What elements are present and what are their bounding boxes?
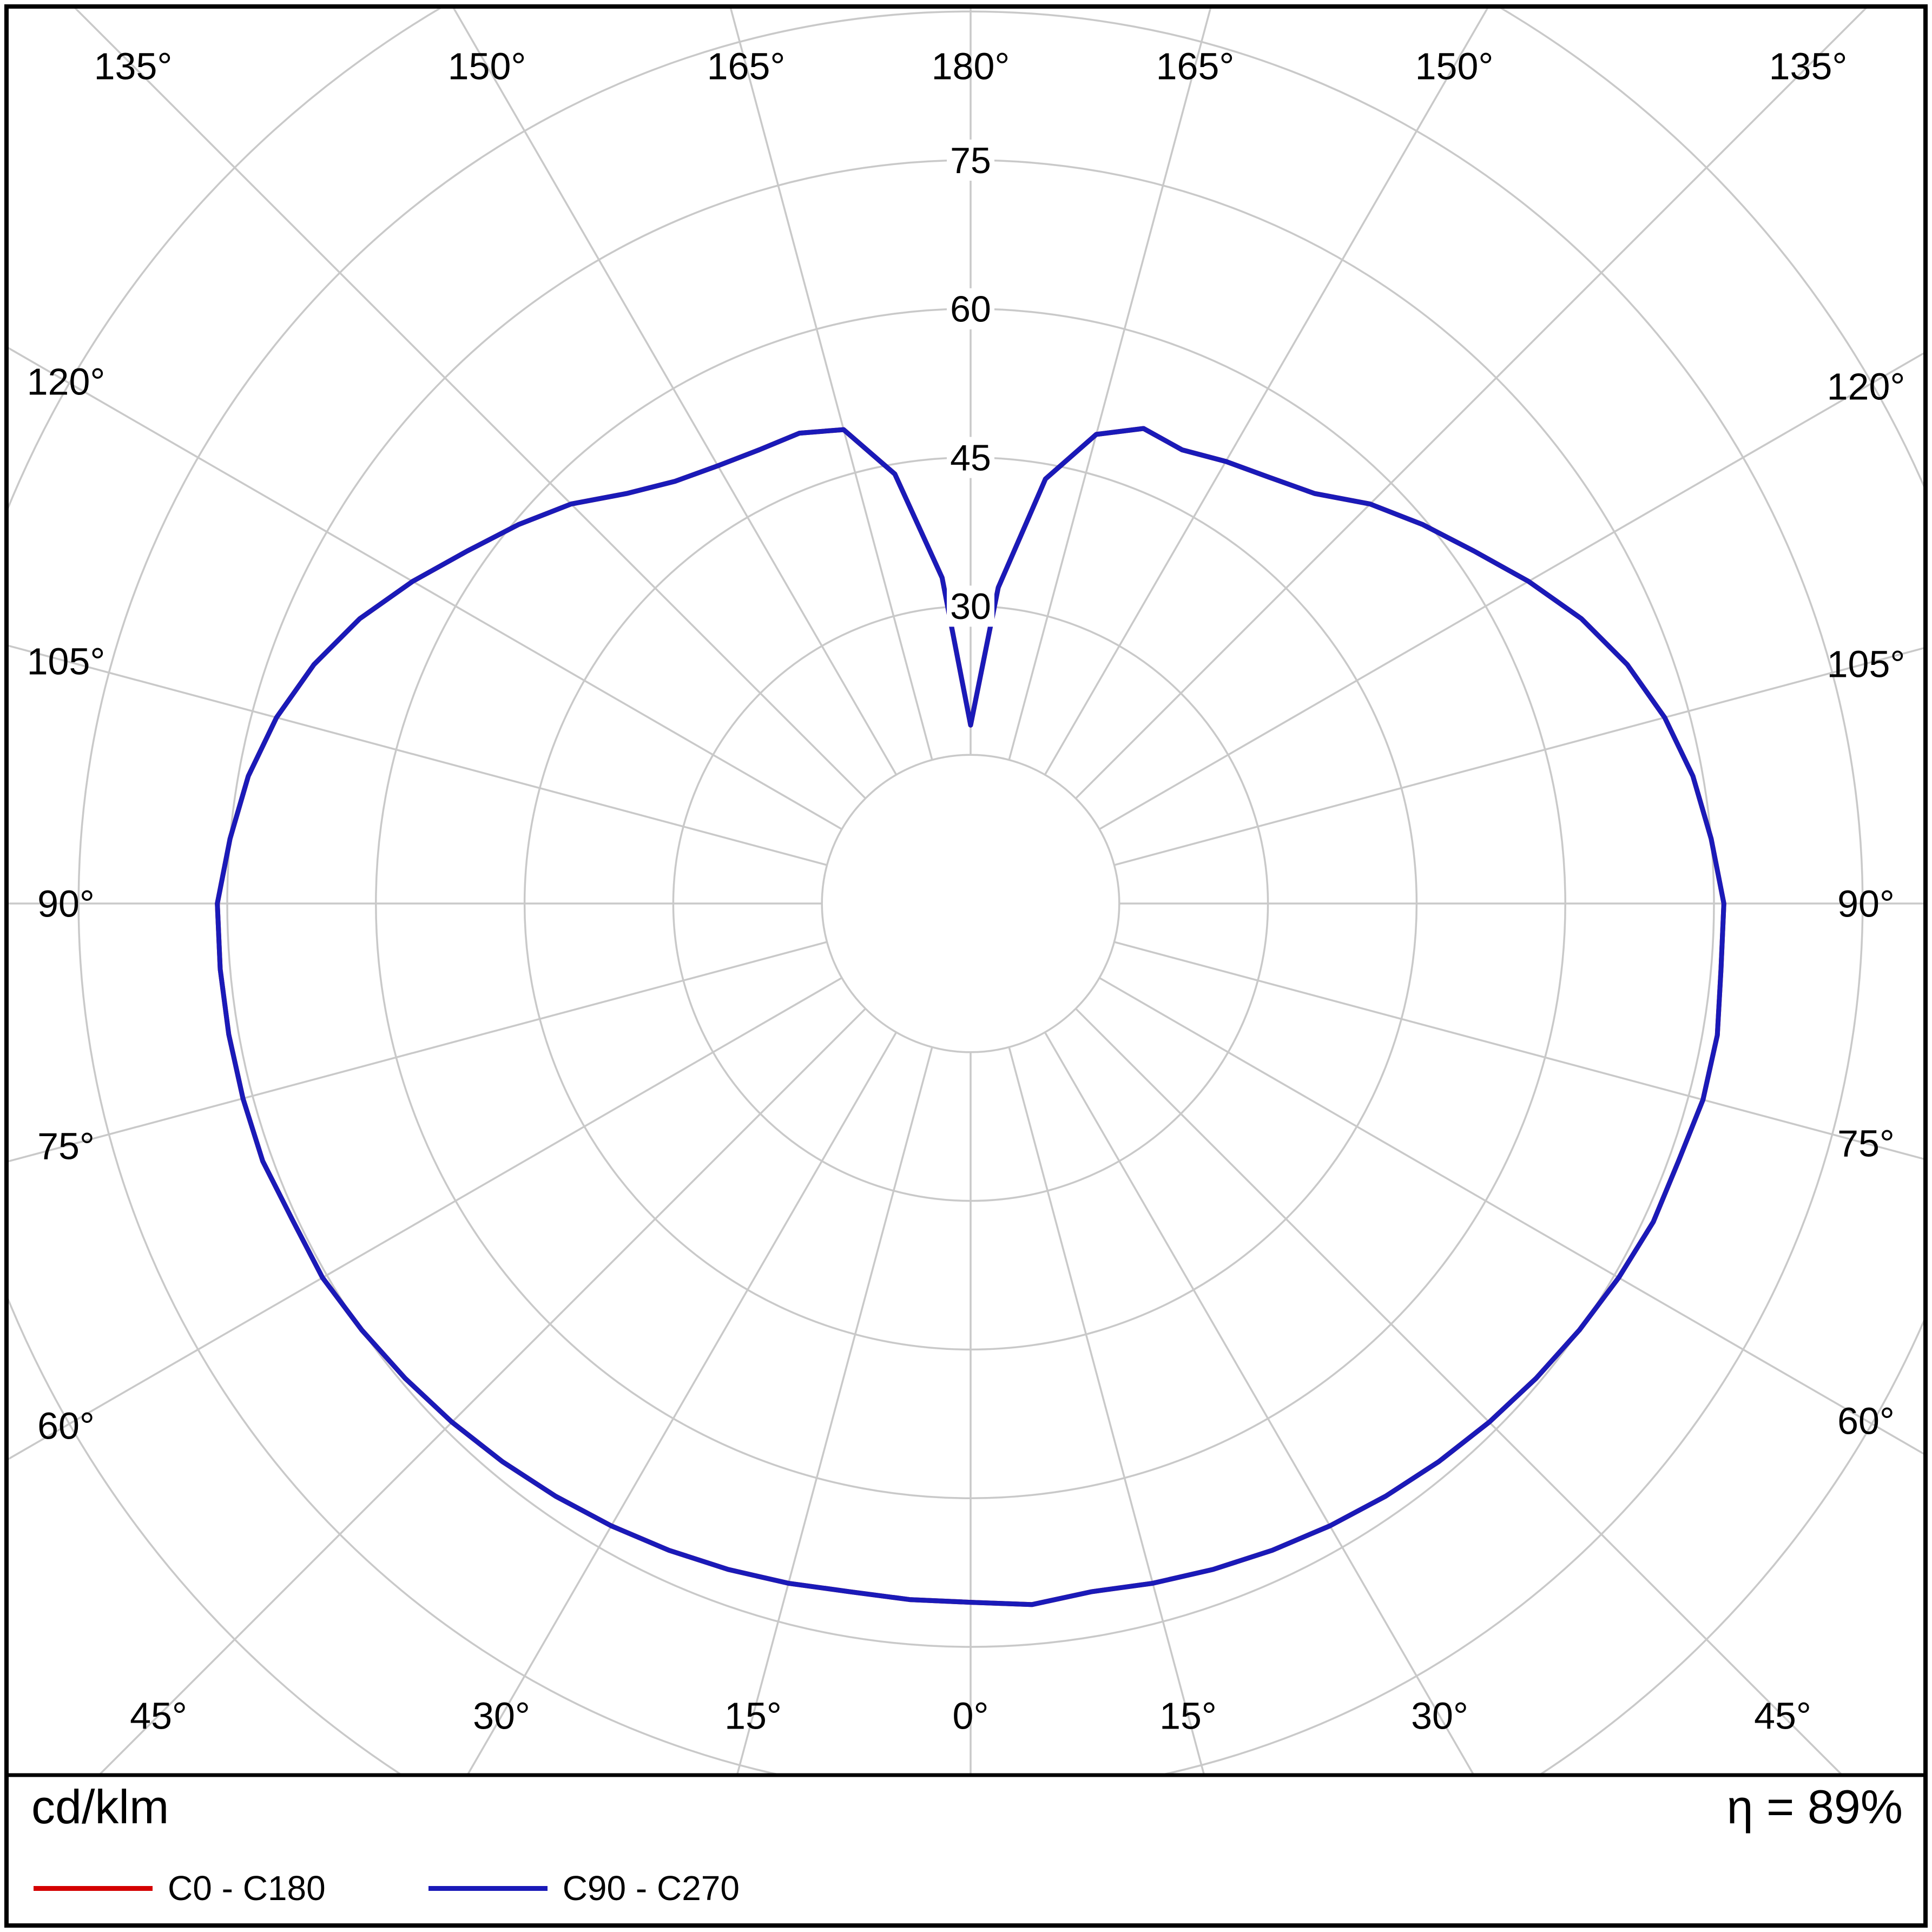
grid-spoke xyxy=(736,1046,933,1775)
radial-tick-mask xyxy=(947,288,994,329)
radial-tick-label: 75 xyxy=(950,140,991,181)
curve-c90-c270 xyxy=(215,426,1726,1607)
grid-spoke xyxy=(1113,941,1926,1160)
radial-tick-label: 30 xyxy=(950,586,991,627)
angle-label: 150° xyxy=(448,45,526,88)
grid-spoke xyxy=(451,6,898,775)
radial-tick-label: 60 xyxy=(950,289,991,330)
angle-label: 15° xyxy=(724,1695,782,1737)
legend-item-c90-c270: C90 - C270 xyxy=(428,1871,740,1905)
angle-label: 90° xyxy=(1837,883,1895,925)
angle-label: 30° xyxy=(1411,1695,1468,1737)
angle-label: 135° xyxy=(94,45,173,88)
grid-spoke xyxy=(6,644,828,866)
angle-label: 30° xyxy=(473,1695,530,1737)
page-border xyxy=(4,4,1928,1928)
angle-label: 60° xyxy=(37,1405,95,1447)
grid-spoke xyxy=(1075,1008,1844,1775)
grid-spoke xyxy=(6,977,842,1461)
grid-spoke xyxy=(1044,1032,1475,1775)
grid-spoke xyxy=(729,6,933,761)
grid-spoke xyxy=(97,1008,866,1775)
angle-label: 105° xyxy=(27,641,105,683)
angle-label: 75° xyxy=(1837,1123,1895,1165)
distribution-curves xyxy=(215,426,1726,1607)
grid-spoke xyxy=(6,941,828,1163)
legend-label-c0-c180: C0 - C180 xyxy=(168,1869,326,1908)
legend: C0 - C180 C90 - C270 xyxy=(34,1871,740,1905)
angle-label: 120° xyxy=(27,361,105,403)
angle-label: 150° xyxy=(1415,45,1494,88)
radial-tick-mask xyxy=(947,140,994,181)
angle-label: 165° xyxy=(1156,45,1235,88)
c0-c180-line-swatch xyxy=(34,1885,153,1891)
radial-tick-label: 45 xyxy=(950,437,991,478)
grid-spoke xyxy=(1113,647,1926,866)
radial-tick-mask xyxy=(947,585,994,627)
angle-label: 45° xyxy=(130,1695,187,1737)
grid-spoke xyxy=(1044,6,1490,775)
grid-spoke xyxy=(6,346,842,830)
legend-label-c90-c270: C90 - C270 xyxy=(562,1869,740,1908)
grid-spoke xyxy=(1008,1046,1205,1775)
angle-label: 120° xyxy=(1827,366,1905,408)
angle-label: 60° xyxy=(1837,1400,1895,1442)
efficiency-label: η = 89% xyxy=(1726,1780,1903,1834)
grid-ring xyxy=(821,754,1120,1053)
units-label: cd/klm xyxy=(31,1780,169,1834)
angle-label: 135° xyxy=(1769,45,1848,88)
legend-item-c0-c180: C0 - C180 xyxy=(34,1871,326,1905)
angle-label: 105° xyxy=(1827,643,1905,685)
angle-label: 15° xyxy=(1159,1695,1217,1737)
angle-label: 180° xyxy=(932,45,1010,88)
grid-spoke xyxy=(1099,977,1926,1456)
c90-c270-line-swatch xyxy=(428,1885,548,1891)
grid-spoke xyxy=(466,1032,898,1775)
angle-label: 165° xyxy=(707,45,786,88)
radial-tick-mask xyxy=(947,437,994,478)
grid-spoke xyxy=(72,6,866,799)
angle-label: 45° xyxy=(1754,1695,1811,1737)
angle-label: 0° xyxy=(953,1695,989,1737)
angle-label: 90° xyxy=(37,883,95,925)
grid-spoke xyxy=(1008,6,1212,761)
grid-spoke xyxy=(1075,6,1869,799)
angle-label: 75° xyxy=(37,1125,95,1168)
grid-spoke xyxy=(1099,351,1926,830)
